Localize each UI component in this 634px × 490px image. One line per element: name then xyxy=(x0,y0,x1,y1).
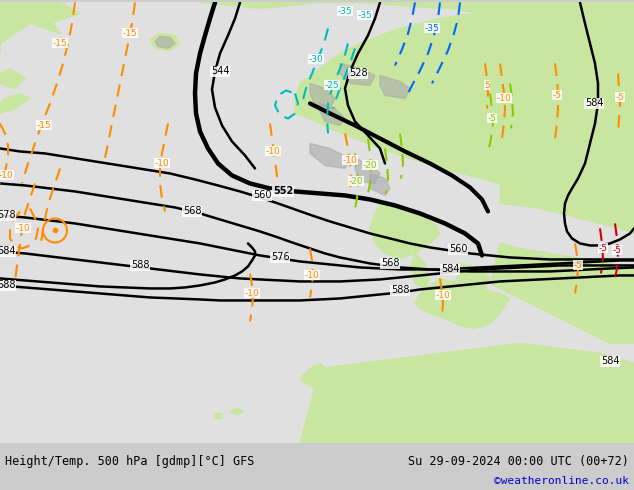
Text: -35: -35 xyxy=(425,24,439,33)
Text: -15: -15 xyxy=(122,29,138,38)
Text: 588: 588 xyxy=(131,261,149,270)
Text: 568: 568 xyxy=(381,258,399,269)
Polygon shape xyxy=(340,63,375,85)
Text: -5: -5 xyxy=(574,261,583,270)
Text: 544: 544 xyxy=(210,67,230,76)
Polygon shape xyxy=(415,278,510,328)
Polygon shape xyxy=(355,158,380,183)
Polygon shape xyxy=(430,2,634,24)
Text: ©weatheronline.co.uk: ©weatheronline.co.uk xyxy=(494,476,629,486)
Polygon shape xyxy=(300,343,634,443)
Polygon shape xyxy=(500,2,634,233)
Text: 578: 578 xyxy=(0,210,15,221)
Text: -10: -10 xyxy=(155,159,169,168)
Polygon shape xyxy=(370,173,390,196)
Polygon shape xyxy=(295,11,634,208)
Text: -5: -5 xyxy=(598,244,607,253)
Text: 588: 588 xyxy=(391,286,410,295)
Text: -35: -35 xyxy=(338,7,353,16)
Polygon shape xyxy=(300,364,330,389)
Text: 584: 584 xyxy=(585,98,603,108)
Polygon shape xyxy=(230,409,244,415)
Text: -10: -10 xyxy=(16,224,30,233)
Polygon shape xyxy=(0,69,25,89)
Text: -10: -10 xyxy=(245,289,259,298)
Polygon shape xyxy=(0,2,80,53)
Text: -15: -15 xyxy=(37,121,51,130)
Text: -25: -25 xyxy=(325,81,339,90)
Polygon shape xyxy=(155,36,175,49)
Text: 560: 560 xyxy=(449,245,467,254)
Text: -35: -35 xyxy=(358,11,372,20)
Polygon shape xyxy=(310,83,335,108)
Text: 576: 576 xyxy=(271,252,289,263)
Text: 588: 588 xyxy=(0,280,15,291)
Text: -10: -10 xyxy=(496,94,512,103)
Text: -10: -10 xyxy=(436,291,450,300)
Text: -15: -15 xyxy=(53,39,67,48)
Text: -5: -5 xyxy=(488,114,496,123)
Polygon shape xyxy=(310,144,350,169)
Polygon shape xyxy=(380,75,410,98)
Polygon shape xyxy=(150,33,180,50)
Text: 584: 584 xyxy=(0,246,15,256)
Text: -5: -5 xyxy=(616,93,624,102)
Polygon shape xyxy=(320,103,345,125)
Polygon shape xyxy=(370,203,440,258)
Text: -10: -10 xyxy=(304,271,320,280)
Text: Height/Temp. 500 hPa [gdmp][°C] GFS: Height/Temp. 500 hPa [gdmp][°C] GFS xyxy=(5,455,254,468)
Text: Su 29-09-2024 00:00 UTC (00+72): Su 29-09-2024 00:00 UTC (00+72) xyxy=(408,455,629,468)
Text: 528: 528 xyxy=(349,69,367,78)
Polygon shape xyxy=(410,253,430,289)
Text: -20: -20 xyxy=(349,177,363,186)
Text: 5: 5 xyxy=(484,81,490,90)
Polygon shape xyxy=(490,244,634,343)
Text: 560: 560 xyxy=(253,191,271,200)
Text: -10: -10 xyxy=(0,171,13,180)
Text: 584: 584 xyxy=(601,356,619,367)
Polygon shape xyxy=(215,414,222,418)
Text: 584: 584 xyxy=(441,265,459,274)
Polygon shape xyxy=(0,94,30,114)
Text: -5: -5 xyxy=(612,246,621,255)
Text: -30: -30 xyxy=(309,55,323,64)
Text: -10: -10 xyxy=(266,147,280,156)
Polygon shape xyxy=(455,264,490,294)
Text: 568: 568 xyxy=(183,206,201,217)
Text: -5: -5 xyxy=(552,91,562,100)
Text: 552: 552 xyxy=(273,187,293,196)
Text: -20: -20 xyxy=(363,161,377,170)
Polygon shape xyxy=(0,2,60,44)
Polygon shape xyxy=(200,2,634,13)
Text: -10: -10 xyxy=(342,156,358,165)
